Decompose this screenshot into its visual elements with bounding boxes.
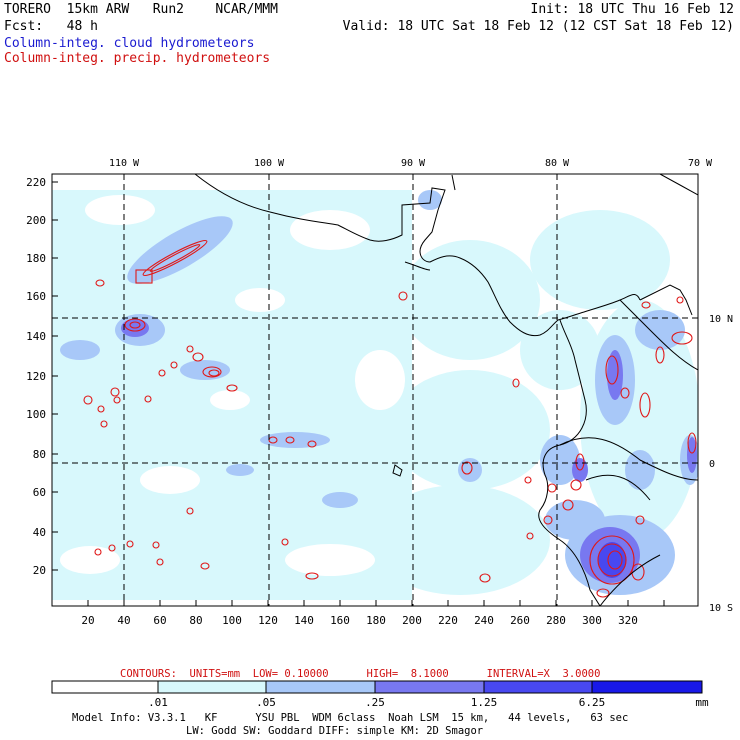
y-tick-label: 40	[33, 526, 46, 539]
plot-frame	[51, 173, 699, 607]
legend-precip: Column-integ. precip. hydrometeors	[4, 51, 271, 66]
x-tick-label: 120	[258, 614, 278, 627]
colorbar-label: .25	[365, 696, 385, 709]
x-tick-label: 80	[189, 614, 202, 627]
colorbar-bin	[265, 680, 376, 694]
lon-label: 90 W	[401, 158, 426, 169]
colorbar-label: .01	[148, 696, 168, 709]
y-tick-label: 180	[26, 252, 46, 265]
x-tick-label: 160	[330, 614, 350, 627]
colorbar-bin	[51, 680, 159, 694]
x-tick-label: 240	[474, 614, 494, 627]
model-info: Model Info: V3.3.1 KF YSU PBL WDM 6class…	[72, 712, 628, 724]
y-tick-label: 80	[33, 448, 46, 461]
x-tick-label: 180	[366, 614, 386, 627]
valid-time: Valid: 18 UTC Sat 18 Feb 12 (12 CST Sat …	[342, 19, 734, 34]
colorbar-bin	[483, 680, 593, 694]
x-tick-label: 320	[618, 614, 638, 627]
colorbar-unit: mm	[695, 696, 709, 709]
model-title: TORERO 15km ARW Run2 NCAR/MMM	[4, 2, 278, 17]
y-tick-label: 140	[26, 330, 46, 343]
contour-info: CONTOURS: UNITS=mm LOW= 0.10000 HIGH= 8.…	[120, 668, 600, 680]
legend-cloud: Column-integ. cloud hydrometeors	[4, 36, 255, 51]
colorbar-label: 6.25	[579, 696, 606, 709]
x-tick-label: 300	[582, 614, 602, 627]
x-tick-label: 200	[402, 614, 422, 627]
x-tick-labels: 20 40 60 80 100 120 140 160 180 200 220 …	[81, 614, 638, 627]
x-tick-label: 140	[294, 614, 314, 627]
y-tick-label: 120	[26, 370, 46, 383]
y-tick-label: 100	[26, 408, 46, 421]
y-tick-marks	[52, 181, 58, 571]
lon-label: 80 W	[545, 158, 570, 169]
lat-label: 0	[709, 459, 715, 470]
lat-lon-grid	[52, 174, 698, 606]
lon-labels: 110 W 100 W 90 W 80 W 70 W	[109, 158, 713, 169]
lat-label: 10 N	[709, 314, 733, 325]
y-tick-label: 20	[33, 564, 46, 577]
x-tick-label: 260	[510, 614, 530, 627]
lat-label: 10 S	[709, 603, 733, 614]
forecast-hour: Fcst: 48 h	[4, 19, 98, 34]
colorbar-label: 1.25	[471, 696, 498, 709]
init-time: Init: 18 UTC Thu 16 Feb 12	[530, 2, 735, 17]
precip-contours	[83, 239, 697, 598]
colorbar-label: .05	[256, 696, 276, 709]
colorbar	[51, 680, 703, 694]
coastlines	[194, 174, 698, 606]
x-tick-label: 220	[438, 614, 458, 627]
x-tick-label: 280	[546, 614, 566, 627]
x-tick-label: 100	[222, 614, 242, 627]
y-tick-label: 60	[33, 486, 46, 499]
colorbar-bin	[157, 680, 267, 694]
colorbar-bin	[591, 680, 703, 694]
x-tick-marks	[87, 600, 665, 606]
colorbar-labels: .01 .05 .25 1.25 6.25 mm	[148, 696, 709, 709]
x-tick-label: 40	[117, 614, 130, 627]
lon-label: 100 W	[254, 158, 285, 169]
y-tick-label: 160	[26, 290, 46, 303]
x-tick-label: 60	[153, 614, 166, 627]
y-tick-label: 200	[26, 214, 46, 227]
lon-label: 110 W	[109, 158, 140, 169]
lat-labels: 10 N 0 10 S	[709, 314, 733, 614]
x-tick-label: 20	[81, 614, 94, 627]
colorbar-bin	[374, 680, 485, 694]
model-physics: LW: Godd SW: Goddard DIFF: simple KM: 2D…	[186, 725, 483, 737]
hydrometeor-field	[52, 190, 698, 600]
y-tick-labels: 220 200 180 160 140 120 100 80 60 40 20	[26, 176, 46, 577]
lon-label: 70 W	[688, 158, 713, 169]
y-tick-label: 220	[26, 176, 46, 189]
